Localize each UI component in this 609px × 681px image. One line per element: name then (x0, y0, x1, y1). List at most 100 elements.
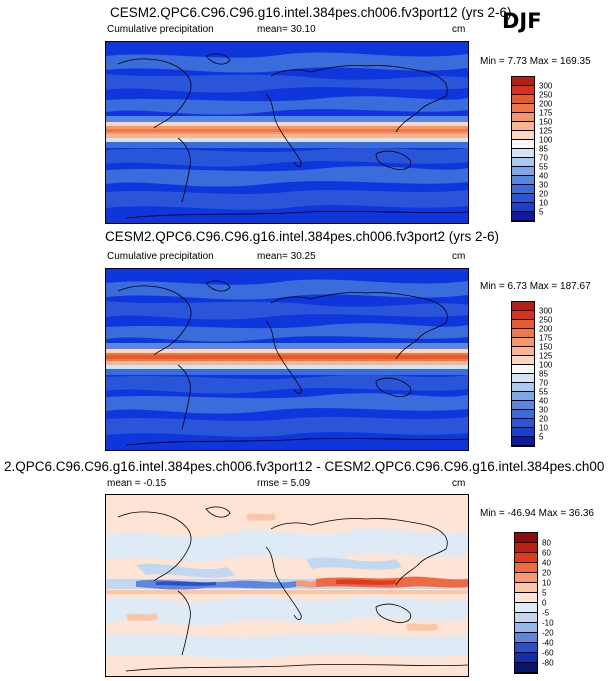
panel2-colorbar-swatch (512, 410, 534, 419)
panel2-colorbar-label: 250 (539, 315, 553, 325)
panel2-colorbar-label: 150 (539, 342, 553, 352)
panel1-colorbar: 300 250 200 175 150 125 100 85 70 55 40 … (511, 76, 552, 222)
panel1-colorbar-swatch (512, 122, 534, 131)
panel2-colorbar-label: 40 (539, 396, 548, 406)
panel1-colorbar-swatch (512, 176, 534, 185)
panel2-colorbar-swatch (512, 428, 534, 437)
panel1-title: CESM2.QPC6.C96.C96.g16.intel.384pes.ch00… (110, 5, 512, 20)
panel3-colorbar-label: 10 (542, 578, 551, 588)
panel2-colorbar-swatch (512, 347, 534, 356)
panel2-colorbar-swatch (512, 437, 534, 446)
panel1-colorbar-label: 20 (539, 189, 548, 199)
panel1-colorbar-swatch (512, 158, 534, 167)
panel1-colorbar-label: 250 (539, 90, 553, 100)
panel2-colorbar-swatch (512, 356, 534, 365)
panel3-colorbar-swatch (515, 573, 537, 583)
panel1-units: cm (452, 24, 466, 35)
panel2-colorbar-swatch (512, 401, 534, 410)
panel1-colorbar-swatch (512, 131, 534, 140)
panel1-colorbar-swatch (512, 113, 534, 122)
panel2-colorbar-swatch (512, 383, 534, 392)
panel3-colorbar-swatch (515, 663, 537, 673)
panel2-colorbar-label: 20 (539, 414, 548, 424)
panel1-colorbar-label: 55 (539, 162, 548, 172)
panel3-colorbar-label: -80 (542, 658, 554, 668)
panel1-colorbar-label: 70 (539, 153, 548, 163)
panel3-colorbar-swatch (515, 613, 537, 623)
panel3-colorbar-label: 0 (542, 598, 547, 608)
panel3-colorbar: 80 60 40 20 10 5 0 -5 -10 -20 -40 -60 -8… (514, 532, 554, 674)
panel3-colorbar-swatch (515, 643, 537, 653)
panel1-colorbar-swatch (512, 104, 534, 113)
season-label: DJF (502, 9, 542, 33)
panel2-colorbar-swatch (512, 320, 534, 329)
panel3-minmax: Min = -46.94 Max = 36.36 (480, 508, 594, 519)
panel2-colorbar-label: 55 (539, 387, 548, 397)
panel2-colorbar-label: 10 (539, 423, 548, 433)
panel3-colorbar-label: -40 (542, 638, 554, 648)
panel3-colorbar-swatch (515, 583, 537, 593)
panel1-colorbar-label: 175 (539, 108, 553, 118)
panel3-colorbar-swatch (515, 633, 537, 643)
panel3-colorbar-label: -20 (542, 628, 554, 638)
panel2-colorbar-label: 125 (539, 351, 553, 361)
panel1-colorbar-swatch (512, 203, 534, 212)
panel2-title: CESM2.QPC6.C96.C96.g16.intel.384pes.ch00… (105, 229, 499, 244)
panel2-colorbar-label: 175 (539, 333, 553, 343)
panel3-colorbar-label: 20 (542, 568, 551, 578)
panel2-colorbar: 300 250 200 175 150 125 100 85 70 55 40 … (511, 301, 552, 447)
panel2-colorbar-label: 85 (539, 369, 548, 379)
panel1-colorbar-label: 150 (539, 117, 553, 127)
panel1-precip-field (106, 42, 468, 223)
panel2-colorbar-swatch (512, 374, 534, 383)
panel3-colorbar-label: -10 (542, 618, 554, 628)
panel3-colorbar-swatch (515, 603, 537, 613)
panel3-colorbar-swatch (515, 543, 537, 553)
panel2-colorbar-swatch (512, 329, 534, 338)
panel1-map (105, 41, 469, 224)
panel1-colorbar-label: 40 (539, 171, 548, 181)
panel2-variable-label: Cumulative precipitation (107, 251, 214, 262)
panel2-minmax: Min = 6.73 Max = 187.67 (480, 281, 591, 292)
panel3-rmse: rmse = 5.09 (257, 478, 311, 489)
panel2-precip-field (106, 269, 468, 450)
panel1-mean: mean= 30.10 (257, 24, 316, 35)
panel1-colorbar-label: 200 (539, 99, 553, 109)
panel1-colorbar-swatch (512, 149, 534, 158)
panel1-colorbar-swatch (512, 95, 534, 104)
panel2-colorbar-label: 70 (539, 378, 548, 388)
panel1-colorbar-swatch (512, 194, 534, 203)
panel3-colorbar-label: -5 (542, 608, 550, 618)
panel1-variable-label: Cumulative precipitation (107, 24, 214, 35)
panel2-colorbar-swatch (512, 392, 534, 401)
panel1-colorbar-label: 125 (539, 126, 553, 136)
panel3-colorbar-swatch (515, 593, 537, 603)
panel3-colorbar-label: 80 (542, 538, 551, 548)
panel1-colorbar-label: 300 (539, 81, 553, 91)
panel1-colorbar-label: 5 (539, 207, 544, 217)
panel1-colorbar-swatch (512, 140, 534, 149)
panel2-colorbar-label: 100 (539, 360, 553, 370)
panel3-colorbar-swatch (515, 653, 537, 663)
panel2-colorbar-swatch (512, 365, 534, 374)
panel3-colorbar-swatch (515, 553, 537, 563)
panel2-colorbar-swatch (512, 338, 534, 347)
panel1-colorbar-swatch (512, 86, 534, 95)
panel1-colorbar-swatch (512, 185, 534, 194)
panel3-colorbar-swatch (515, 623, 537, 633)
panel3-colorbar-label: -60 (542, 648, 554, 658)
panel1-colorbar-swatch (512, 167, 534, 176)
panel2-units: cm (452, 251, 466, 262)
panel3-difference-field (106, 495, 468, 676)
panel2-colorbar-label: 300 (539, 306, 553, 316)
panel1-colorbar-label: 100 (539, 135, 553, 145)
panel3-map (105, 494, 469, 677)
panel2-colorbar-label: 5 (539, 432, 544, 442)
panel1-colorbar-swatch (512, 77, 534, 86)
panel3-colorbar-swatch (515, 563, 537, 573)
panel3-colorbar-label: 40 (542, 558, 551, 568)
panel3-colorbar-swatch (515, 533, 537, 543)
panel2-colorbar-swatch (512, 302, 534, 311)
panel2-map (105, 268, 469, 451)
panel2-mean: mean= 30.25 (257, 251, 316, 262)
